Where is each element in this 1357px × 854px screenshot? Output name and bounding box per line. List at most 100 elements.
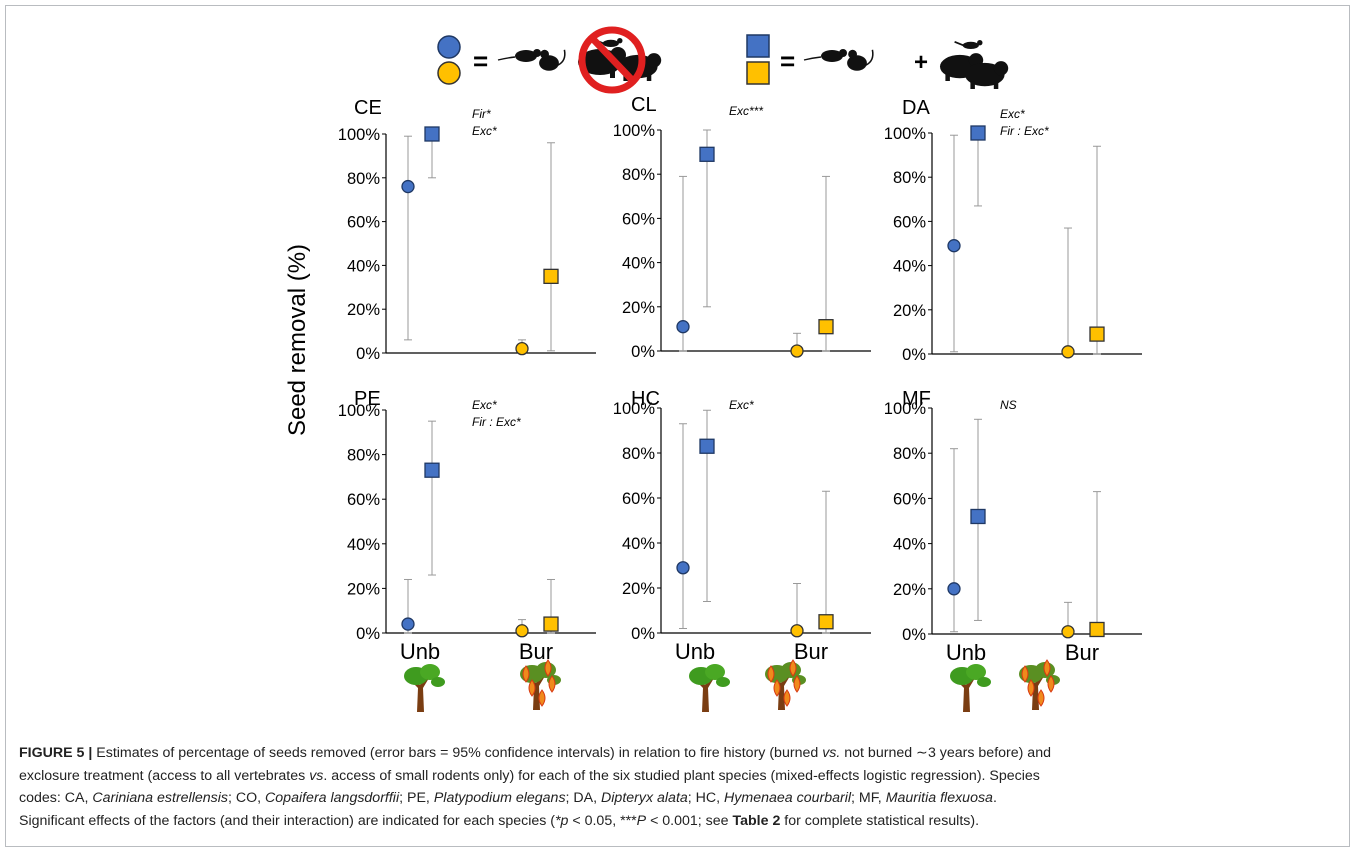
- caption-fragment: < 0.05, ***: [568, 812, 637, 829]
- caption-fragment: .: [992, 790, 997, 806]
- y-tick-label: 100%: [338, 126, 381, 144]
- flame: [522, 665, 530, 683]
- panel-MF: 0% 20% 40% 60% 80% 100%MF NS Unb Bur: [884, 388, 1142, 665]
- y-tick-label: 20%: [622, 580, 655, 598]
- point-unb-square: [699, 146, 715, 162]
- y-tick-label: 80%: [893, 169, 926, 187]
- point-unb-circle: [947, 239, 961, 253]
- point-unb-circle: [947, 582, 961, 596]
- point-bur-square: [543, 268, 559, 285]
- caption-line-2: exclosure treatment (access to all verte…: [19, 765, 1339, 788]
- small-rodent-icon: [803, 49, 847, 62]
- panel-title: DA: [902, 97, 930, 119]
- point-unb-circle: [401, 617, 415, 631]
- y-tick-label: 40%: [347, 536, 380, 554]
- point-unb-square: [699, 438, 715, 454]
- flame: [548, 675, 556, 693]
- legend-equals-2: =: [780, 46, 795, 76]
- figure-caption: FIGURE 5 | Estimates of percentage of se…: [19, 742, 1339, 832]
- y-tick-label: 40%: [347, 257, 380, 275]
- point-bur-square: [1089, 326, 1105, 342]
- panel-title: HC: [631, 388, 660, 410]
- x-tick-label: Unb: [675, 639, 715, 664]
- plot-grid: 0% 20% 40% 60% 80% 100% CE Fir* Exc* 0% 20% 40% 60% 8…: [338, 94, 1142, 665]
- y-tick-label: 0%: [631, 343, 655, 361]
- flame: [538, 689, 546, 707]
- y-tick-label: 40%: [893, 536, 926, 554]
- significance-annotation: Exc*: [472, 124, 497, 138]
- burning-tree-icon: [520, 659, 561, 710]
- point-unb-square: [970, 508, 986, 525]
- caption-fragment: Hymenaea courbaril: [724, 790, 852, 806]
- caption-fragment: Estimates of percentage of seeds removed…: [92, 745, 823, 761]
- figure-frame: [5, 5, 1350, 847]
- y-tick-label: 80%: [347, 170, 380, 188]
- y-tick-label: 20%: [347, 301, 380, 319]
- flame: [528, 679, 536, 697]
- y-tick-label: 0%: [356, 625, 380, 643]
- caption-fragment: ; CO,: [227, 790, 266, 806]
- flame: [1027, 679, 1035, 697]
- y-tick-label: 80%: [622, 166, 655, 184]
- point-unb-square: [424, 126, 440, 142]
- y-tick-label: 0%: [356, 345, 380, 363]
- y-tick-label: 0%: [631, 625, 655, 643]
- panel-title: CE: [354, 97, 382, 119]
- legend-square-unburned: [746, 34, 770, 58]
- x-tick-label: Bur: [794, 639, 828, 664]
- prohibition-circle: [578, 26, 646, 94]
- tree-icon: [689, 664, 730, 712]
- x-tick-label: Bur: [519, 639, 553, 664]
- point-unb-circle: [676, 561, 690, 575]
- significance-annotation: Fir : Exc*: [472, 415, 521, 429]
- caption-line-3: codes: CA, Cariniana estrellensis; CO, C…: [19, 787, 1339, 810]
- y-tick-label: 60%: [347, 491, 380, 509]
- panel-title: PE: [354, 388, 381, 410]
- caption-fragment: Significant effects of the factors (and …: [19, 812, 555, 829]
- rat-icon: [539, 49, 566, 71]
- rat-icon: [847, 49, 874, 71]
- x-tick-label: Unb: [946, 640, 986, 665]
- caption-fragment: Table 2: [732, 812, 781, 829]
- point-unb-square: [424, 462, 440, 478]
- y-tick-label: 60%: [347, 214, 380, 232]
- tapir-icon: [965, 61, 1009, 89]
- y-tick-label: 80%: [622, 445, 655, 463]
- y-tick-label: 100%: [884, 125, 927, 143]
- caption-fragment: ; DA,: [565, 790, 602, 806]
- flame: [767, 665, 775, 683]
- caption-fragment: Platypodium elegans: [433, 790, 566, 806]
- x-tick-label: Unb: [400, 639, 440, 664]
- y-tick-label: 60%: [893, 213, 926, 231]
- panel-CL: 0% 20% 40% 60% 80% 100% CL Exc***: [613, 94, 871, 361]
- y-tick-label: 80%: [347, 447, 380, 465]
- legend-circle-burned: [437, 61, 461, 85]
- point-bur-square: [818, 319, 834, 335]
- caption-fragment: ; HC,: [687, 790, 725, 806]
- caption-fragment: not burned ∼3 years before) and: [840, 745, 1051, 761]
- flame: [544, 659, 552, 677]
- tree-icon: [950, 664, 991, 712]
- tree-icon: [404, 664, 445, 712]
- significance-annotation: Exc*: [1000, 107, 1025, 121]
- significance-annotation: Fir*: [472, 107, 491, 121]
- flame: [789, 659, 797, 677]
- y-tick-label: 80%: [893, 445, 926, 463]
- y-tick-label: 100%: [613, 400, 656, 418]
- caption-fragment: ; PE,: [399, 790, 434, 806]
- caption-fragment: ; MF,: [851, 790, 886, 806]
- point-unb-circle: [401, 179, 415, 194]
- significance-annotation: Fir : Exc*: [1000, 124, 1049, 138]
- flame: [1037, 689, 1045, 707]
- point-bur-square: [543, 616, 559, 632]
- no-large-animals-icon: [578, 26, 662, 94]
- caption-fragment: Dipteryx alata: [601, 790, 688, 806]
- significance-annotation: Exc***: [729, 104, 763, 118]
- legend-equals-1: =: [473, 46, 488, 76]
- y-tick-label: 100%: [338, 402, 381, 420]
- bird-icon: [954, 40, 983, 49]
- flame: [783, 689, 791, 707]
- caption-fragment: exclosure treatment (access to all verte…: [19, 767, 310, 784]
- point-bur-circle: [790, 624, 804, 638]
- legend-plus: +: [914, 49, 928, 76]
